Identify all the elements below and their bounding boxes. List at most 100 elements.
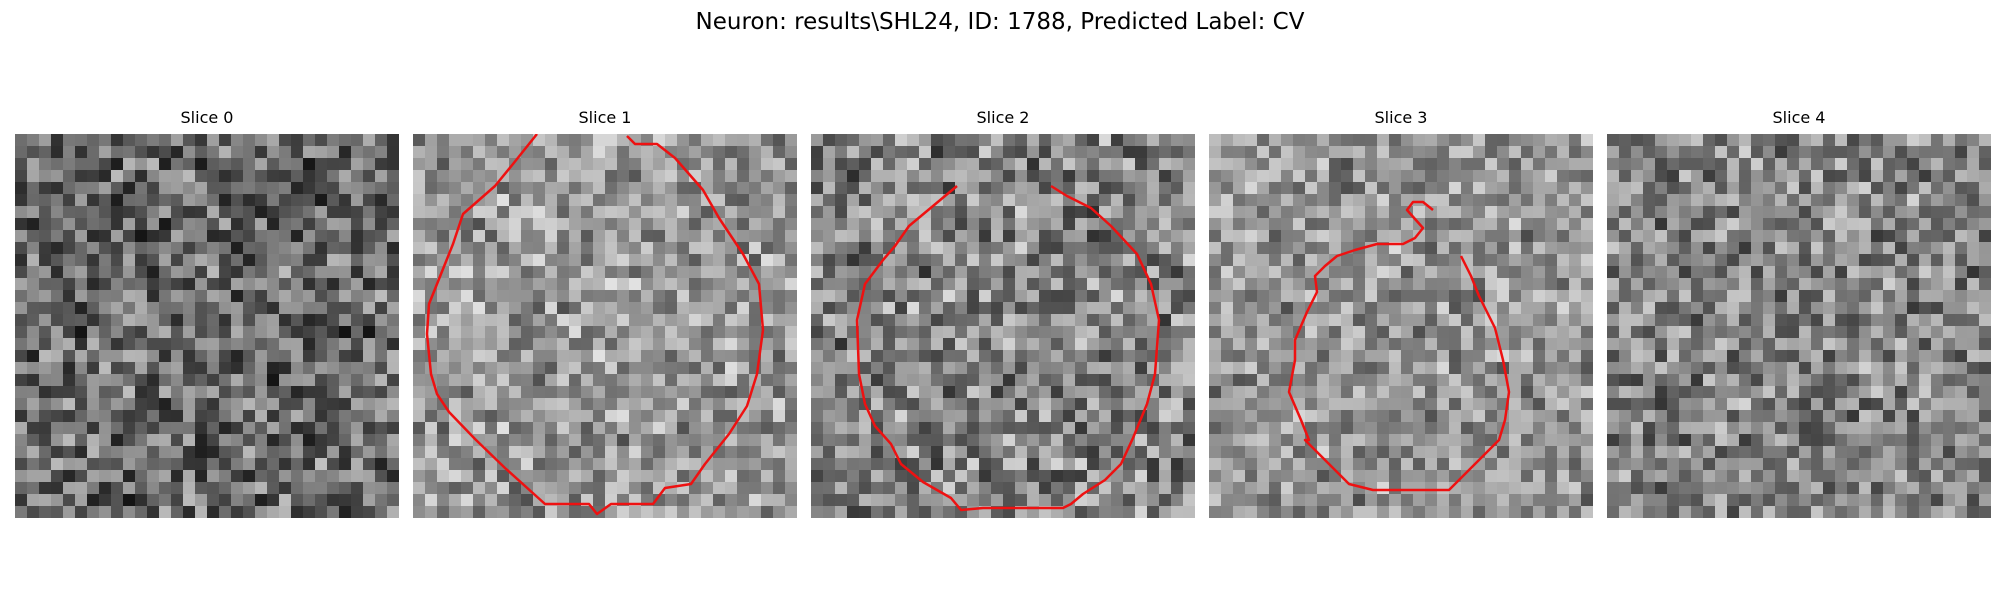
pixel — [1015, 302, 1028, 315]
pixel — [1401, 494, 1414, 507]
pixel — [159, 278, 172, 291]
pixel — [1365, 350, 1378, 363]
pixel — [339, 374, 352, 387]
pixel — [1643, 170, 1656, 183]
pixel — [485, 398, 498, 411]
pixel — [1715, 338, 1728, 351]
pixel — [1823, 218, 1836, 231]
pixel — [375, 158, 388, 171]
pixel — [593, 386, 606, 399]
pixel — [835, 182, 848, 195]
pixel — [991, 254, 1004, 267]
pixel — [1171, 278, 1184, 291]
pixel — [1919, 242, 1932, 255]
pixel — [1329, 134, 1342, 147]
pixel — [1365, 506, 1378, 518]
pixel — [979, 194, 992, 207]
pixel — [1183, 242, 1195, 255]
pixel — [1557, 362, 1570, 375]
pixel — [413, 494, 426, 507]
pixel — [1835, 230, 1848, 243]
pixel — [689, 458, 702, 471]
pixel — [1847, 242, 1860, 255]
pixel — [303, 458, 316, 471]
pixel — [351, 470, 364, 483]
pixel — [991, 134, 1004, 147]
pixel — [1533, 494, 1546, 507]
pixel — [569, 470, 582, 483]
slice-panel-4: Slice 4 — [1607, 108, 1991, 518]
pixel — [1353, 446, 1366, 459]
pixel — [1871, 326, 1884, 339]
pixel — [1341, 326, 1354, 339]
pixel — [557, 482, 570, 495]
pixel — [195, 194, 208, 207]
pixel — [1425, 374, 1438, 387]
pixel — [231, 266, 244, 279]
pixel — [183, 398, 196, 411]
pixel — [1365, 386, 1378, 399]
pixel — [1233, 494, 1246, 507]
pixel — [1631, 302, 1644, 315]
pixel — [943, 446, 956, 459]
pixel — [629, 242, 642, 255]
pixel — [1003, 326, 1016, 339]
pixel — [1437, 470, 1450, 483]
pixel — [1485, 266, 1498, 279]
pixel — [27, 278, 40, 291]
pixel — [171, 146, 184, 159]
pixel — [1545, 254, 1558, 267]
pixel — [773, 374, 786, 387]
pixel — [1099, 242, 1112, 255]
pixel — [1111, 170, 1124, 183]
pixel — [1607, 326, 1620, 339]
pixel — [51, 194, 64, 207]
pixel — [1111, 374, 1124, 387]
pixel — [653, 302, 666, 315]
pixel — [51, 182, 64, 195]
pixel — [485, 194, 498, 207]
pixel — [1087, 158, 1100, 171]
pixel — [195, 242, 208, 255]
pixel — [1123, 362, 1136, 375]
pixel — [545, 470, 558, 483]
pixel — [1437, 146, 1450, 159]
pixel — [15, 230, 28, 243]
pixel — [1281, 362, 1294, 375]
pixel — [629, 290, 642, 303]
pixel — [1245, 242, 1258, 255]
pixel — [1171, 362, 1184, 375]
pixel — [509, 482, 522, 495]
pixel — [653, 410, 666, 423]
pixel — [1377, 482, 1390, 495]
pixel — [545, 254, 558, 267]
pixel — [1099, 230, 1112, 243]
pixel — [943, 410, 956, 423]
pixel — [1739, 206, 1752, 219]
pixel — [1847, 218, 1860, 231]
pixel — [1967, 326, 1980, 339]
pixel — [1619, 218, 1632, 231]
pixel — [363, 422, 376, 435]
pixel — [303, 482, 316, 495]
pixel — [1569, 458, 1582, 471]
pixel — [219, 134, 232, 147]
pixel — [677, 362, 690, 375]
pixel — [967, 134, 980, 147]
pixel — [461, 266, 474, 279]
pixel — [1099, 158, 1112, 171]
pixel — [617, 314, 630, 327]
pixel — [1027, 482, 1040, 495]
pixel — [1171, 458, 1184, 471]
pixel — [749, 146, 762, 159]
pixel — [1763, 290, 1776, 303]
pixel — [39, 446, 52, 459]
pixel — [943, 146, 956, 159]
pixel — [1281, 326, 1294, 339]
pixel — [351, 350, 364, 363]
pixel — [1751, 290, 1764, 303]
pixel — [1763, 170, 1776, 183]
pixel — [1907, 362, 1920, 375]
pixel — [1365, 410, 1378, 423]
pixel — [1461, 398, 1474, 411]
